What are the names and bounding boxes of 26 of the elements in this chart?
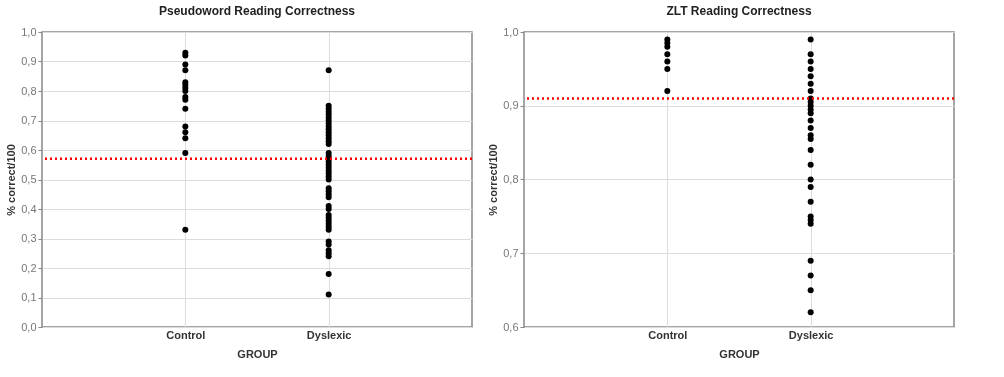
y-tick-label: 0,6 [21,143,37,156]
y-tick-label: 0,2 [21,261,37,274]
chart-title: Pseudoword Reading Correctness [158,4,356,18]
chart-title: ZLT Reading Correctness [666,4,812,18]
x-tick-label: Control [648,328,688,341]
y-tick-label: 0,8 [503,173,519,185]
y-tick-label: 1,0 [21,25,37,38]
y-tick-label: 1,0 [503,25,519,38]
y-tick-label: 0,5 [21,173,37,185]
y-axis-title: % correct/100 [487,144,500,216]
y-tick-label: 0,9 [503,99,519,112]
y-tick-label: 0,9 [21,55,37,67]
x-tick-label: Control [166,328,206,341]
y-tick-label: 0,6 [503,320,519,333]
y-tick-label: 0,3 [21,232,37,244]
y-tick-label: 0,4 [21,202,37,215]
y-tick-label: 0,1 [21,291,37,303]
x-tick-label: Dyslexic [788,328,834,341]
y-tick-label: 0,7 [21,114,37,126]
x-axis-title: GROUP [719,347,760,360]
x-axis-title: GROUP [237,347,278,360]
y-axis-title: % correct/100 [5,144,18,216]
y-tick-label: 0,8 [21,84,37,97]
y-tick-label: 0,7 [503,246,519,259]
x-tick-label: Dyslexic [306,328,352,341]
y-tick-label: 0,0 [21,320,37,333]
